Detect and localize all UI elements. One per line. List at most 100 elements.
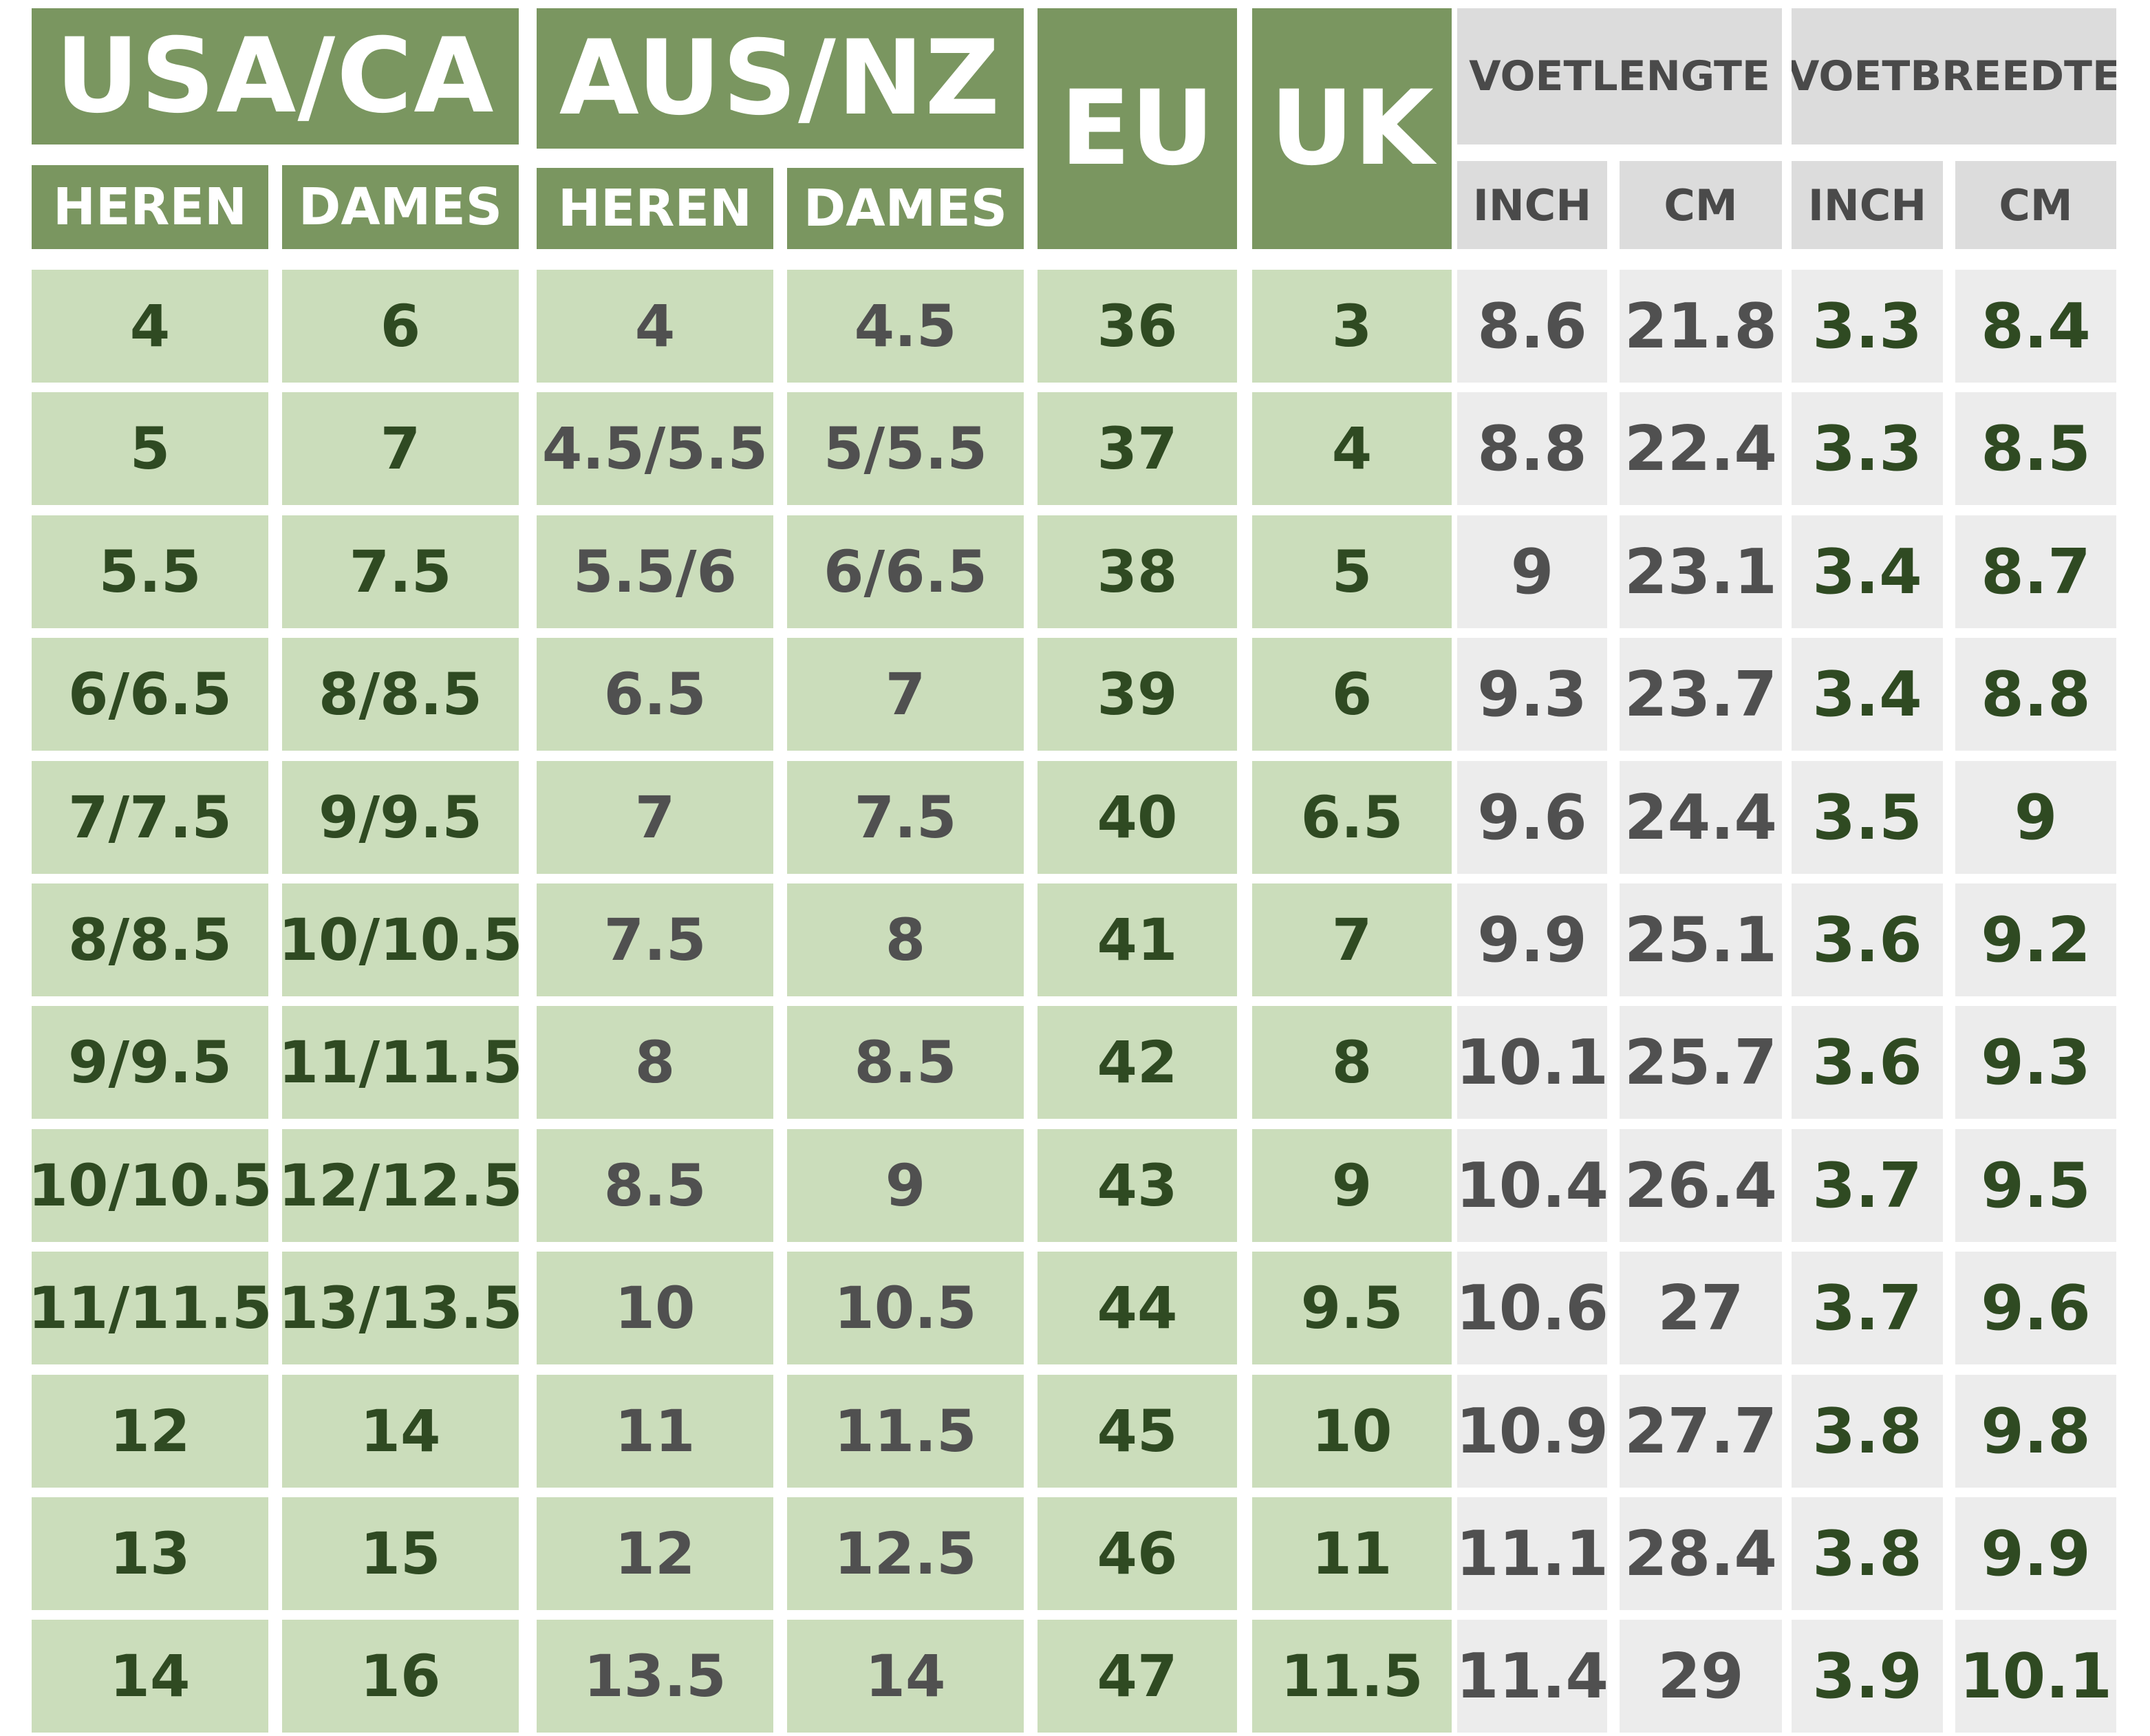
cell-usa-dames: 14 <box>282 1375 519 1488</box>
cell-aus-dames: 6/6.5 <box>787 515 1024 628</box>
cell-aus-heren: 11 <box>537 1375 773 1488</box>
cell-uk: 7 <box>1252 883 1452 996</box>
cell-width-inch: 3.6 <box>1792 883 1943 996</box>
cell-eu: 36 <box>1038 270 1237 383</box>
cell-aus-heren: 5.5/6 <box>537 515 773 628</box>
cell-width-inch: 3.4 <box>1792 638 1943 751</box>
cell-width-cm: 9.6 <box>1955 1252 2116 1364</box>
cell-usa-heren: 4 <box>32 270 268 383</box>
cell-usa-dames: 9/9.5 <box>282 761 519 874</box>
cell-eu: 46 <box>1038 1497 1237 1610</box>
cell-width-cm: 9.3 <box>1955 1006 2116 1119</box>
cell-aus-heren: 4.5/5.5 <box>537 392 773 505</box>
cell-eu: 45 <box>1038 1375 1237 1488</box>
cell-aus-heren: 8 <box>537 1006 773 1119</box>
cell-width-cm: 8.4 <box>1955 270 2116 383</box>
cell-width-cm: 8.7 <box>1955 515 2116 628</box>
cell-aus-dames: 7.5 <box>787 761 1024 874</box>
cell-usa-heren: 7/7.5 <box>32 761 268 874</box>
cell-length-cm: 27 <box>1620 1252 1782 1364</box>
cell-width-cm: 9.9 <box>1955 1497 2116 1610</box>
cell-uk: 11.5 <box>1252 1620 1452 1733</box>
cell-usa-dames: 8/8.5 <box>282 638 519 751</box>
cell-aus-dames: 8 <box>787 883 1024 996</box>
cell-width-inch: 3.3 <box>1792 392 1943 505</box>
cell-length-cm: 21.8 <box>1620 270 1782 383</box>
cell-length-inch: 9.3 <box>1457 638 1607 751</box>
cell-width-inch: 3.7 <box>1792 1129 1943 1242</box>
cell-eu: 41 <box>1038 883 1237 996</box>
header-voetbreedte: VOETBREEDTE <box>1792 8 2116 144</box>
cell-uk: 6 <box>1252 638 1452 751</box>
cell-length-inch: 9 <box>1457 515 1607 628</box>
cell-width-inch: 3.8 <box>1792 1375 1943 1488</box>
cell-width-cm: 8.5 <box>1955 392 2116 505</box>
cell-width-cm: 8.8 <box>1955 638 2116 751</box>
cell-length-cm: 23.1 <box>1620 515 1782 628</box>
cell-usa-heren: 5.5 <box>32 515 268 628</box>
header-voetlengte: VOETLENGTE <box>1457 8 1782 144</box>
cell-usa-dames: 15 <box>282 1497 519 1610</box>
cell-usa-dames: 7 <box>282 392 519 505</box>
header-length-inch: INCH <box>1457 161 1607 249</box>
cell-aus-dames: 5/5.5 <box>787 392 1024 505</box>
cell-usa-heren: 13 <box>32 1497 268 1610</box>
cell-length-inch: 10.6 <box>1457 1252 1607 1364</box>
cell-width-inch: 3.8 <box>1792 1497 1943 1610</box>
cell-uk: 4 <box>1252 392 1452 505</box>
cell-usa-dames: 7.5 <box>282 515 519 628</box>
cell-aus-dames: 8.5 <box>787 1006 1024 1119</box>
cell-usa-heren: 9/9.5 <box>32 1006 268 1119</box>
header-aus-nz: AUS/NZ <box>537 8 1024 149</box>
cell-aus-dames: 12.5 <box>787 1497 1024 1610</box>
cell-length-cm: 29 <box>1620 1620 1782 1733</box>
header-usa-heren: HEREN <box>32 165 268 249</box>
cell-width-cm: 10.1 <box>1955 1620 2116 1733</box>
cell-width-cm: 9.8 <box>1955 1375 2116 1488</box>
cell-uk: 8 <box>1252 1006 1452 1119</box>
cell-aus-heren: 12 <box>537 1497 773 1610</box>
cell-width-inch: 3.9 <box>1792 1620 1943 1733</box>
cell-width-cm: 9 <box>1955 761 2116 874</box>
cell-length-cm: 27.7 <box>1620 1375 1782 1488</box>
cell-aus-dames: 14 <box>787 1620 1024 1733</box>
cell-eu: 43 <box>1038 1129 1237 1242</box>
cell-length-inch: 9.6 <box>1457 761 1607 874</box>
cell-usa-heren: 11/11.5 <box>32 1252 268 1364</box>
cell-usa-dames: 6 <box>282 270 519 383</box>
cell-aus-heren: 13.5 <box>537 1620 773 1733</box>
cell-usa-heren: 8/8.5 <box>32 883 268 996</box>
cell-aus-dames: 9 <box>787 1129 1024 1242</box>
cell-eu: 40 <box>1038 761 1237 874</box>
cell-uk: 10 <box>1252 1375 1452 1488</box>
cell-uk: 6.5 <box>1252 761 1452 874</box>
cell-length-cm: 25.7 <box>1620 1006 1782 1119</box>
cell-usa-dames: 13/13.5 <box>282 1252 519 1364</box>
cell-usa-dames: 11/11.5 <box>282 1006 519 1119</box>
cell-length-cm: 23.7 <box>1620 638 1782 751</box>
cell-width-inch: 3.4 <box>1792 515 1943 628</box>
cell-eu: 47 <box>1038 1620 1237 1733</box>
cell-usa-dames: 10/10.5 <box>282 883 519 996</box>
cell-length-cm: 28.4 <box>1620 1497 1782 1610</box>
header-length-cm: CM <box>1620 161 1782 249</box>
cell-eu: 44 <box>1038 1252 1237 1364</box>
cell-uk: 9.5 <box>1252 1252 1452 1364</box>
cell-width-cm: 9.5 <box>1955 1129 2116 1242</box>
cell-width-cm: 9.2 <box>1955 883 2116 996</box>
cell-length-cm: 24.4 <box>1620 761 1782 874</box>
cell-length-inch: 9.9 <box>1457 883 1607 996</box>
cell-eu: 39 <box>1038 638 1237 751</box>
header-uk: UK <box>1252 8 1452 249</box>
header-eu: EU <box>1038 8 1237 249</box>
cell-aus-dames: 10.5 <box>787 1252 1024 1364</box>
cell-uk: 3 <box>1252 270 1452 383</box>
cell-usa-heren: 14 <box>32 1620 268 1733</box>
cell-aus-heren: 7.5 <box>537 883 773 996</box>
cell-length-inch: 11.4 <box>1457 1620 1607 1733</box>
cell-width-inch: 3.7 <box>1792 1252 1943 1364</box>
header-usa-ca: USA/CA <box>32 8 519 144</box>
header-width-cm: CM <box>1955 161 2116 249</box>
cell-length-cm: 25.1 <box>1620 883 1782 996</box>
cell-length-inch: 8.8 <box>1457 392 1607 505</box>
